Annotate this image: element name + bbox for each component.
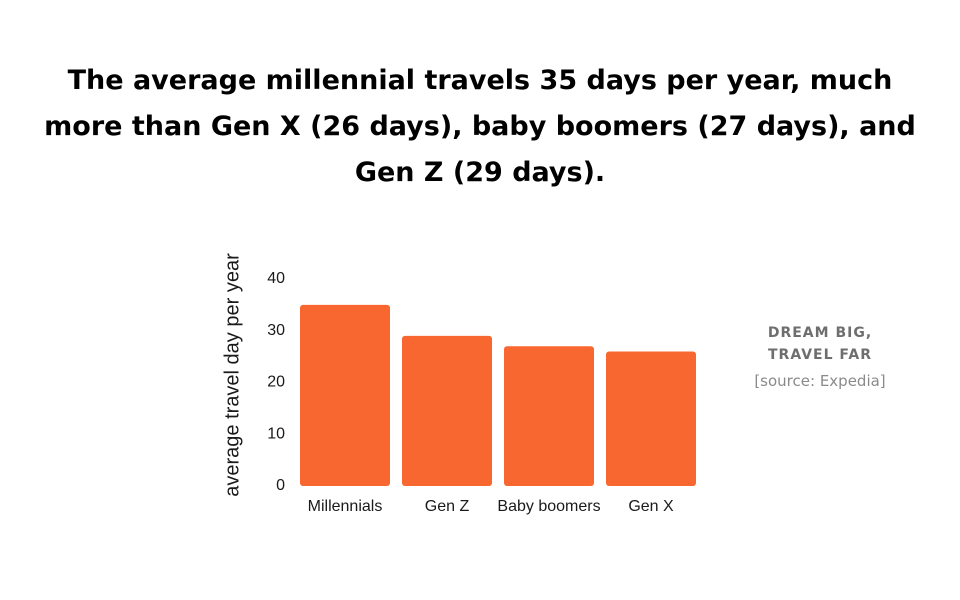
x-axis-categories: Millennials Gen Z Baby boomers Gen X: [308, 498, 674, 515]
y-axis-label: average travel day per year: [221, 253, 243, 497]
y-axis-ticks: 0 10 20 30 40: [267, 270, 285, 494]
tagline-line-1: DREAM BIG,: [767, 325, 873, 341]
bar-gen-z: [402, 335, 492, 486]
bar-baby-boomers: [504, 346, 594, 486]
y-tick-label: 30: [267, 322, 285, 339]
bars: [300, 304, 696, 486]
x-category-label: Gen Z: [425, 498, 470, 515]
y-tick-label: 10: [267, 425, 285, 442]
x-category-label: Gen X: [628, 498, 674, 515]
tagline-line-2: TRAVEL FAR: [768, 347, 872, 363]
y-tick-label: 40: [267, 270, 285, 287]
x-category-label: Baby boomers: [497, 498, 600, 515]
chart-title: The average millennial travels 35 days p…: [44, 65, 916, 188]
x-category-label: Millennials: [308, 498, 383, 515]
bar-millennials: [300, 304, 390, 486]
y-tick-label: 20: [267, 374, 285, 391]
source-note: [source: Expedia]: [754, 372, 886, 390]
tagline: DREAM BIG, TRAVEL FAR: [740, 322, 900, 366]
bar-gen-x: [606, 351, 696, 486]
y-tick-label: 0: [276, 477, 285, 494]
